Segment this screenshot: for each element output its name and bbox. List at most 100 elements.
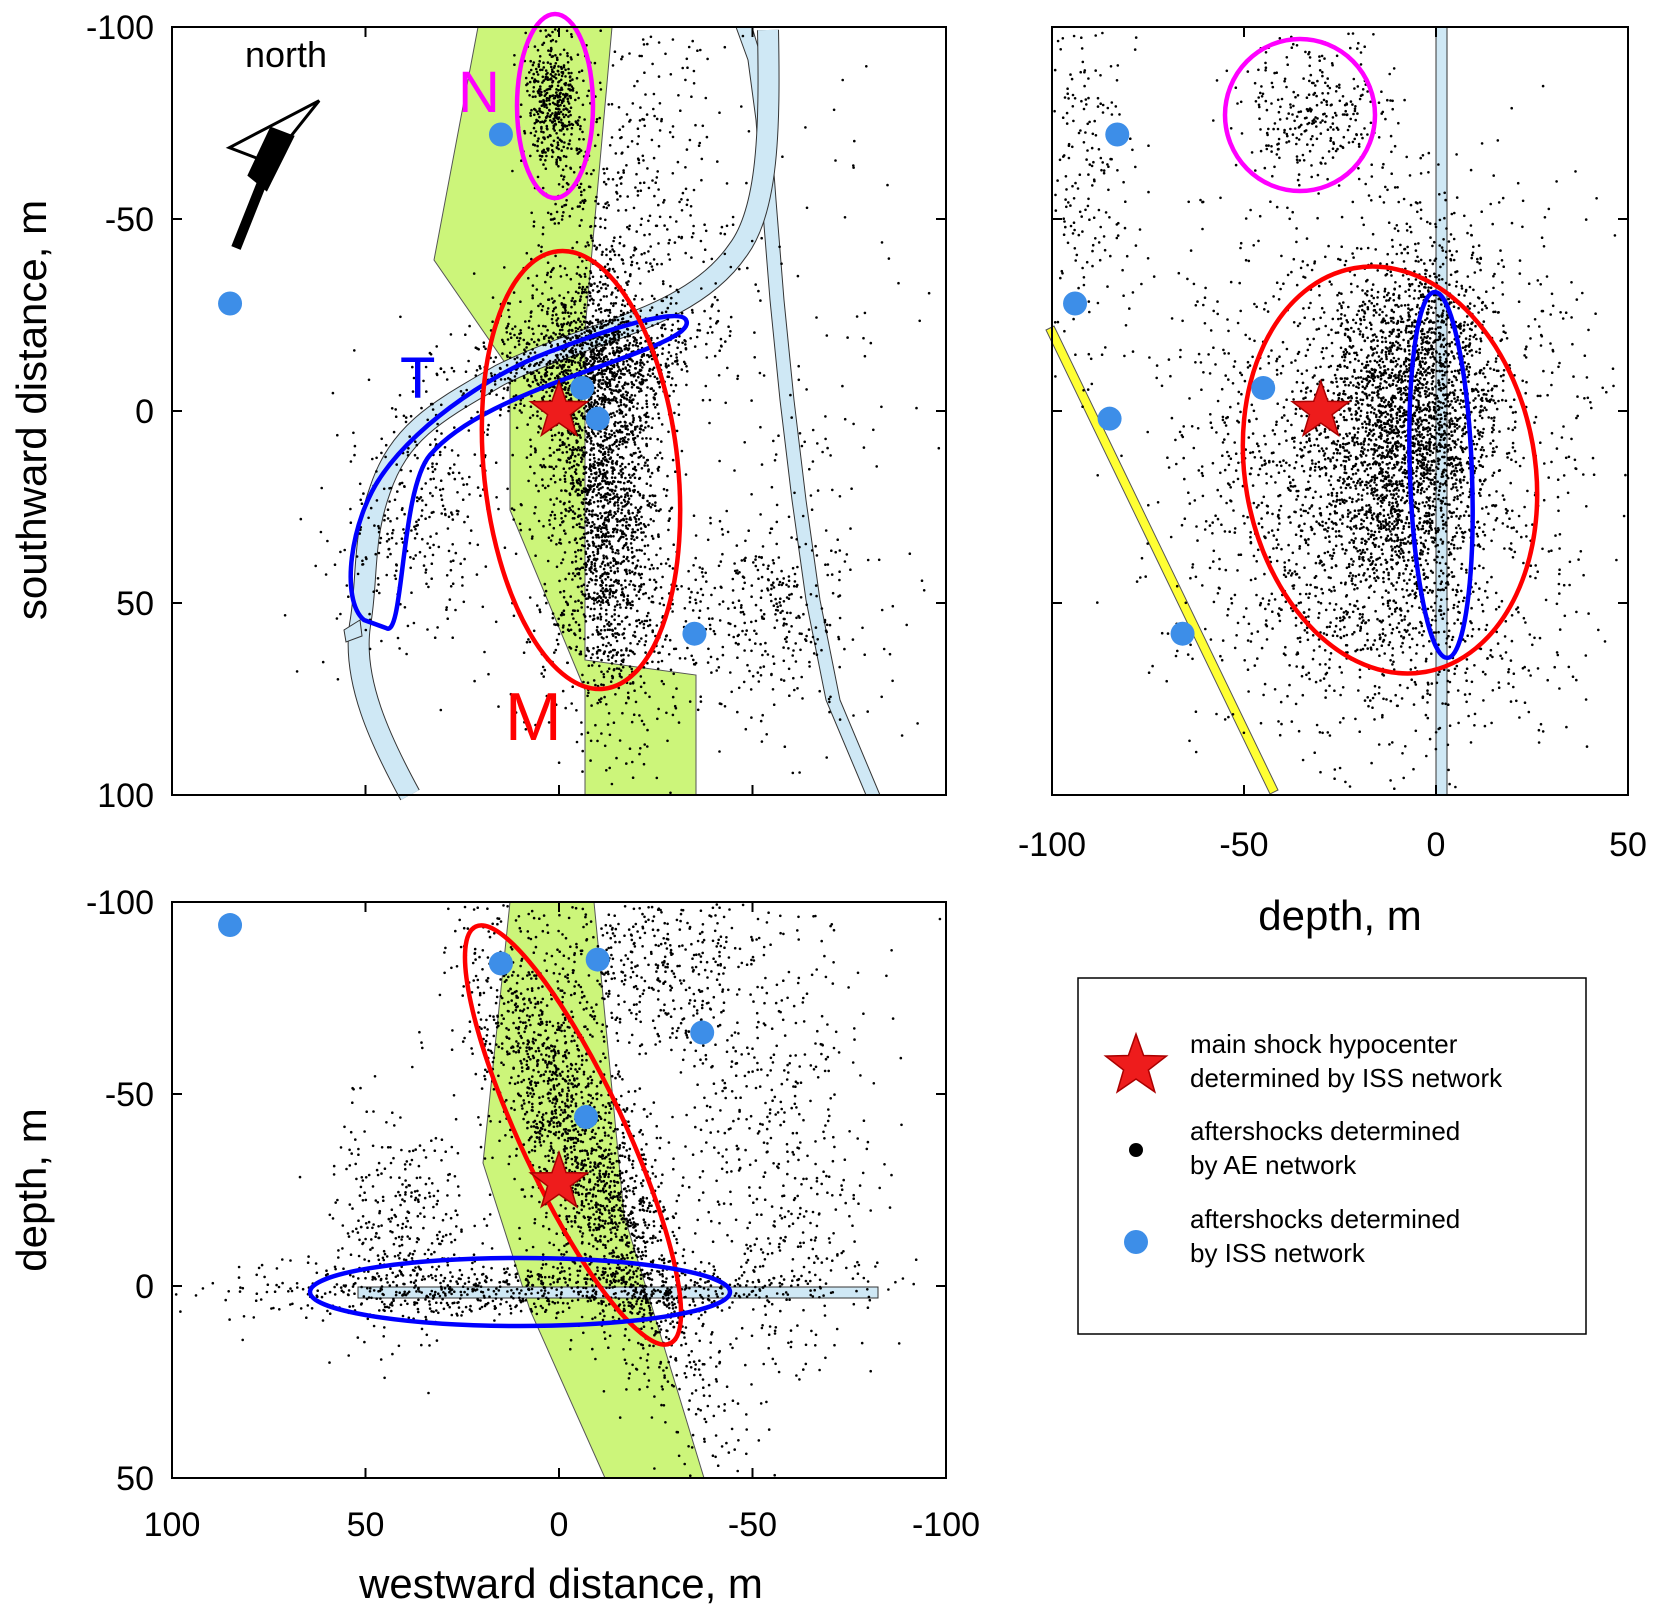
ae-dot	[793, 491, 796, 495]
ae-dot	[527, 276, 530, 280]
ae-dot	[585, 572, 588, 576]
ae-dot	[320, 486, 324, 490]
ae-dot	[564, 471, 567, 474]
ae-dot	[450, 513, 454, 516]
ae-dot	[431, 462, 434, 465]
ae-dot	[586, 539, 589, 543]
ae-dot	[640, 719, 644, 723]
ae-dot	[560, 333, 564, 337]
ae-dot	[808, 665, 811, 668]
ae-dot	[626, 428, 630, 431]
ae-dot	[604, 396, 607, 399]
ae-dot	[477, 348, 481, 351]
ae-dot	[665, 494, 668, 498]
ae-dot	[449, 560, 453, 563]
ae-dot	[748, 669, 751, 673]
ae-dot	[624, 701, 628, 705]
ae-dot	[815, 653, 819, 656]
ae-dot	[643, 544, 647, 548]
ae-dot	[615, 578, 618, 582]
ae-dot	[617, 614, 621, 618]
ae-dot	[564, 600, 568, 604]
ae-dot	[551, 70, 554, 74]
ae-dot	[395, 563, 398, 566]
ae-dot	[490, 374, 494, 378]
ae-dot	[863, 311, 867, 315]
ae-dot	[618, 623, 621, 626]
ae-dot	[551, 38, 555, 42]
ae-dot	[625, 570, 628, 573]
ae-dot	[429, 491, 432, 495]
ae-dot	[711, 331, 714, 334]
ae-dot	[512, 614, 516, 618]
ae-dot	[605, 248, 608, 251]
ae-dot	[438, 453, 442, 457]
ae-dot	[869, 341, 873, 345]
ae-dot	[549, 270, 553, 274]
ae-dot	[560, 71, 563, 74]
ae-aftershocks-plan	[283, 28, 941, 795]
ae-dot	[611, 634, 615, 638]
ae-dot	[604, 369, 608, 373]
ae-dot	[570, 355, 574, 359]
ae-dot	[583, 320, 586, 324]
ae-dot	[541, 226, 545, 229]
ae-dot	[622, 532, 626, 535]
ae-dot	[616, 370, 620, 373]
ae-dot	[607, 641, 610, 645]
ae-dot	[575, 709, 578, 712]
ae-dot	[680, 198, 683, 201]
ae-dot	[621, 313, 625, 317]
ae-dot	[649, 484, 652, 487]
ae-dot	[772, 662, 776, 665]
ae-dot	[549, 77, 553, 80]
ae-dot	[668, 517, 671, 520]
ae-dot	[778, 580, 782, 584]
ae-dot	[484, 347, 487, 351]
ae-dot	[560, 613, 563, 617]
ae-dot	[514, 403, 518, 407]
ae-dot	[583, 487, 586, 491]
ae-dot	[622, 481, 626, 485]
ae-dot	[601, 360, 605, 363]
ae-dot	[551, 81, 554, 84]
ae-dot	[589, 442, 593, 445]
iss-dot	[488, 122, 513, 147]
ae-dot	[753, 331, 756, 334]
ae-dot	[544, 280, 547, 284]
ae-dot	[638, 588, 642, 591]
ae-dot	[731, 589, 735, 592]
ae-dot	[386, 517, 390, 520]
ae-dot	[607, 658, 610, 662]
ae-dot	[759, 596, 763, 599]
ae-dot	[561, 311, 565, 315]
ae-dot	[677, 235, 681, 239]
ae-dot	[587, 595, 591, 598]
ae-dot	[597, 633, 600, 636]
ae-dot	[544, 368, 548, 372]
ae-dot	[600, 286, 603, 290]
ae-dot	[602, 180, 606, 184]
ae-dot	[757, 680, 761, 683]
ae-dot	[558, 444, 562, 448]
ae-dot	[652, 519, 655, 523]
ae-dot	[622, 262, 625, 265]
ae-dot	[596, 551, 600, 555]
ae-dot	[566, 661, 569, 665]
ae-dot	[540, 375, 543, 379]
ae-dot	[608, 542, 611, 546]
ae-dot	[603, 625, 606, 628]
ae-dot	[569, 595, 572, 598]
ae-dot	[384, 443, 388, 447]
ae-dot	[616, 453, 619, 457]
ae-dot	[589, 437, 592, 440]
ae-dot	[606, 654, 610, 658]
ae-dot	[607, 563, 610, 567]
ae-dot	[552, 360, 555, 364]
ae-dot	[558, 458, 562, 462]
ae-dot	[629, 494, 633, 498]
ae-dot	[660, 311, 664, 315]
ae-dot	[785, 611, 789, 615]
ae-dot	[614, 286, 617, 290]
ae-dot	[669, 791, 672, 795]
